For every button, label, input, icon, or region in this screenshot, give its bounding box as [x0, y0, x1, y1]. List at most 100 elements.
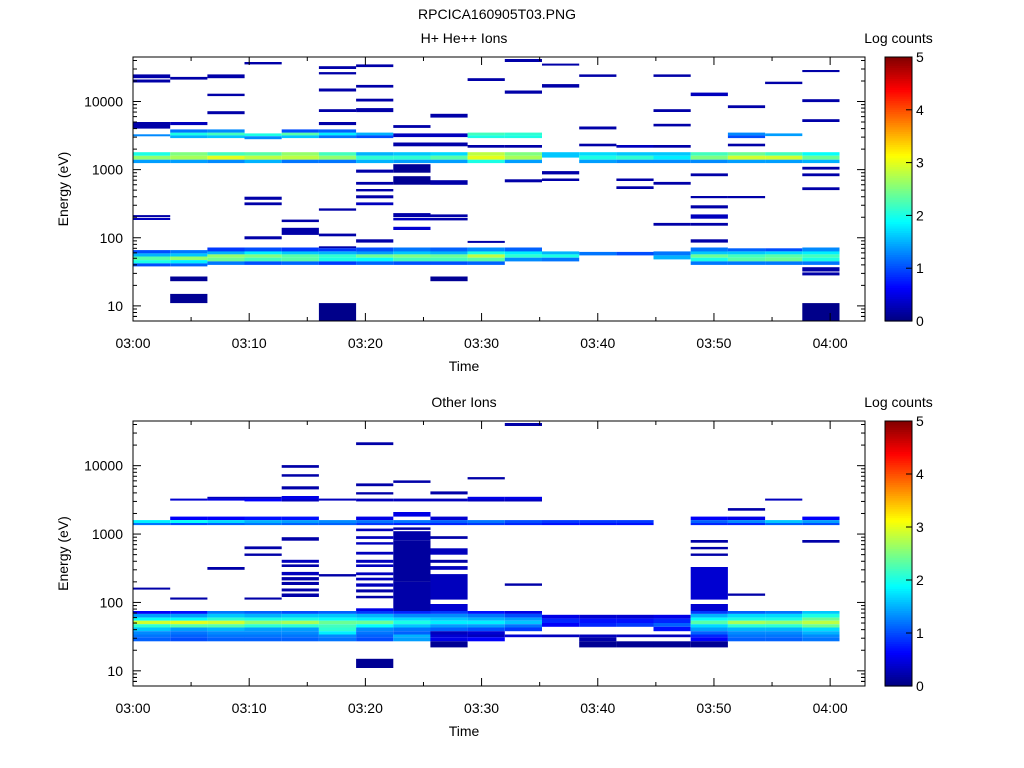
heatmap-cell: [207, 567, 245, 570]
colorbar-swatch: [885, 70, 912, 73]
panel-title: Other Ions: [431, 394, 496, 410]
colorbar-swatch: [885, 577, 912, 581]
colorbar-swatch: [885, 204, 912, 208]
heatmap-cell: [133, 620, 171, 625]
colorbar-swatch: [885, 606, 912, 610]
heatmap-cell: [170, 155, 208, 160]
heatmap-cell: [318, 613, 357, 618]
heatmap-cell: [244, 261, 282, 265]
colorbar-swatch: [885, 191, 912, 194]
heatmap-cell: [430, 142, 468, 147]
colorbar-swatch: [885, 555, 912, 559]
heatmap-cell: [207, 631, 245, 635]
heatmap-cell: [690, 159, 728, 164]
colorbar-swatch: [885, 427, 912, 431]
colorbar-swatch: [885, 200, 912, 203]
heatmap-cell: [765, 523, 803, 526]
heatmap-cell: [244, 155, 282, 160]
heatmap-cell: [430, 634, 468, 638]
heatmap-cell: [467, 624, 505, 628]
colorbar-swatch: [885, 681, 912, 685]
colorbar-swatch: [885, 279, 912, 282]
heatmap-cell: [393, 254, 431, 258]
colorbar-swatch: [885, 96, 912, 100]
colorbar-swatch: [885, 467, 912, 471]
colorbar-swatch: [885, 217, 912, 221]
heatmap-cell: [281, 499, 319, 502]
heatmap-cell: [356, 261, 394, 265]
colorbar-swatch: [885, 272, 912, 276]
heatmap-cell: [356, 613, 394, 618]
colorbar-swatch: [885, 513, 912, 517]
heatmap-cell: [133, 256, 171, 261]
heatmap-cell: [727, 196, 766, 199]
heatmap-cell: [281, 486, 319, 490]
heatmap-cell: [207, 159, 245, 164]
heatmap-cell: [430, 624, 468, 628]
colorbar-swatch: [885, 303, 912, 307]
colorbar-swatch: [885, 586, 912, 590]
heatmap-cell: [318, 208, 357, 211]
heatmap-cell: [207, 93, 245, 97]
heatmap-cell: [318, 233, 357, 237]
heatmap-cell: [727, 516, 766, 521]
heatmap-cell: [393, 125, 431, 128]
heatmap-cell: [467, 155, 505, 160]
heatmap-cell: [318, 109, 357, 112]
heatmap-cell: [616, 634, 654, 638]
x-tick-label: 04:00: [813, 335, 848, 351]
heatmap-cell: [318, 303, 357, 321]
heatmap-cell: [690, 634, 728, 638]
heatmap-cell: [765, 498, 803, 501]
heatmap-cell: [281, 251, 319, 255]
colorbar-swatch: [885, 619, 912, 623]
heatmap-cell: [170, 498, 208, 501]
colorbar-swatch: [885, 602, 912, 605]
heatmap-cell: [244, 136, 282, 140]
heatmap-cell: [244, 523, 282, 526]
heatmap-cell: [542, 171, 580, 175]
x-tick-label: 03:40: [580, 700, 615, 716]
colorbar-swatch: [885, 540, 912, 544]
colorbar-swatch: [885, 169, 912, 172]
heatmap-cell: [207, 634, 245, 638]
heatmap-cell: [170, 523, 208, 526]
colorbar-swatch: [885, 584, 912, 588]
colorbar-swatch: [885, 504, 912, 508]
heatmap-cell: [318, 129, 357, 133]
colorbar-swatch: [885, 244, 912, 247]
heatmap-cell: [244, 620, 282, 625]
colorbar-frame: [884, 56, 913, 322]
heatmap-cell: [542, 254, 580, 258]
heatmap-cell: [207, 111, 245, 115]
heatmap-cell: [356, 637, 394, 642]
heatmap-cell: [653, 634, 691, 638]
heatmap-cell: [504, 523, 542, 526]
colorbar-swatch: [885, 515, 912, 519]
heatmap-cell: [690, 567, 728, 600]
heatmap-cell: [393, 523, 431, 526]
colorbar-swatch: [885, 628, 912, 632]
colorbar-swatch: [885, 568, 912, 572]
colorbar-swatch: [885, 502, 912, 506]
heatmap-cell: [616, 523, 654, 526]
heatmap-cell: [244, 257, 282, 262]
colorbar-swatch: [885, 215, 912, 219]
colorbar-swatch: [885, 661, 912, 665]
heatmap-cell: [281, 496, 319, 500]
colorbar-swatch: [885, 83, 912, 87]
heatmap-cell: [616, 251, 654, 256]
colorbar-swatch: [885, 98, 912, 102]
heatmap-cell: [690, 214, 728, 219]
heatmap-cell: [170, 159, 208, 164]
heatmap-cell: [802, 247, 840, 252]
heatmap-cell: [542, 520, 580, 523]
heatmap-cell: [430, 257, 468, 262]
heatmap-cell: [356, 516, 394, 521]
colorbar-swatch: [885, 597, 912, 601]
heatmap-cell: [170, 613, 208, 618]
colorbar-swatch: [885, 197, 912, 201]
heatmap-cell: [281, 159, 319, 164]
heatmap-cell: [727, 634, 766, 638]
heatmap-cell: [356, 559, 394, 563]
